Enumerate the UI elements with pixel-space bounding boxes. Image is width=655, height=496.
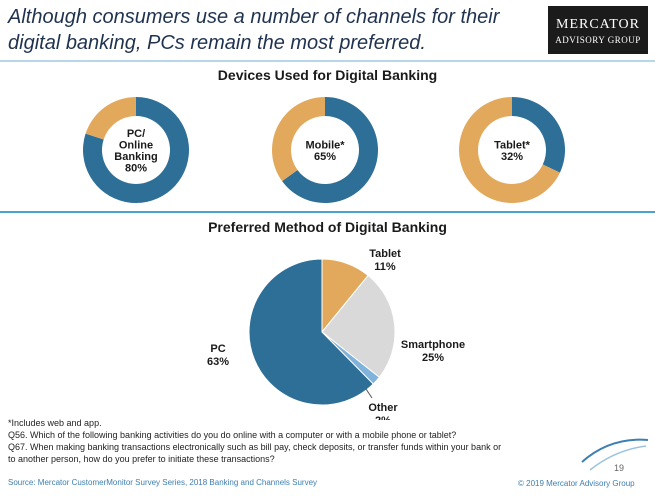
pie-label-pc: PC [210, 343, 225, 355]
donut-mobile-used-arc [282, 97, 378, 203]
source-note: Source: Mercator CustomerMonitor Survey … [8, 478, 318, 487]
logo-line-1: MERCATOR [556, 17, 640, 32]
copyright-note: © 2019 Mercator Advisory Group [518, 479, 635, 488]
devices-chart-title: Devices Used for Digital Banking [217, 67, 438, 83]
preferred-chart-title: Preferred Method of Digital Banking [208, 219, 447, 235]
donut-pc-remainder-arc [85, 97, 136, 140]
logo-line-2: ADVISORY GROUP [555, 35, 641, 45]
swoosh-decoration [581, 438, 649, 471]
pie-slice-smartphone [321, 274, 396, 378]
footnotes: *Includes web and app. Q56. Which of the… [8, 417, 568, 465]
pie-label-tablet: Tablet [369, 248, 401, 260]
headline: Although consumers use a number of chann… [8, 6, 500, 54]
pie-value-other: 2% [375, 415, 391, 420]
footnote-q67-line1: Q67. When making banking transactions el… [8, 442, 502, 452]
donut-tablet-used-arc [512, 97, 565, 173]
donut-mobile-remainder-arc [272, 97, 325, 182]
pie-value-tablet: 11% [374, 261, 396, 273]
page-number: 19 [614, 463, 625, 473]
donut-pc-label: Online [119, 139, 153, 151]
donut-tablet-remainder-arc [458, 97, 560, 204]
donut-tablet-label: 32% [501, 151, 523, 163]
pie-value-pc: 63% [207, 356, 229, 368]
pie-label-smartphone: Smartphone [401, 339, 465, 351]
pie-label-other: Other [368, 402, 398, 414]
donut-pc-label: Banking [114, 151, 157, 163]
donut-tablet-label: Tablet* [494, 139, 531, 151]
donut-pc-used-arc [82, 97, 189, 203]
pie-slice-pc [248, 258, 374, 406]
header-rule [0, 60, 655, 62]
pie-leader-other [365, 388, 373, 399]
donut-pc-label: 80% [125, 162, 147, 174]
footnote-q67-line2: to another person, how do you prefer to … [8, 454, 275, 464]
footnote-includes: *Includes web and app. [8, 418, 102, 428]
pie-value-smartphone: 25% [422, 352, 444, 364]
charts-canvas: PC/OnlineBanking80%Mobile*65%Tablet*32% … [82, 97, 565, 420]
donut-pc-label: PC/ [127, 128, 145, 140]
mercator-logo: MERCATOR ADVISORY GROUP [548, 6, 648, 54]
section-divider [0, 211, 655, 213]
donut-mobile-label: Mobile* [305, 139, 345, 151]
footnote-q56: Q56. Which of the following banking acti… [8, 430, 457, 440]
donut-mobile-label: 65% [314, 151, 336, 163]
